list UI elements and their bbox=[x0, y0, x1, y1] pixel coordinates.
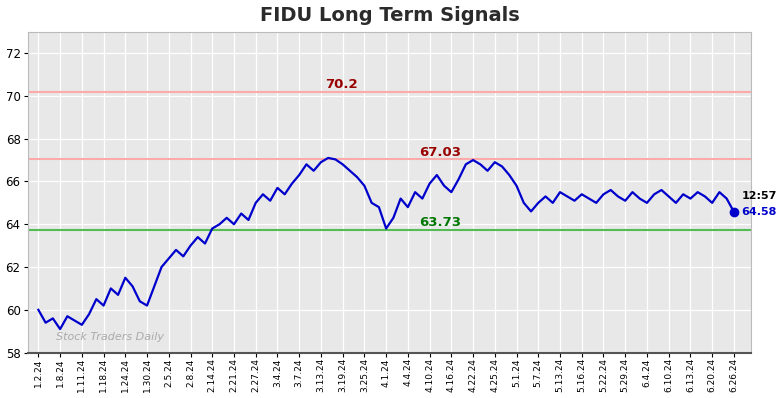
Text: 67.03: 67.03 bbox=[419, 146, 461, 158]
Text: 70.2: 70.2 bbox=[325, 78, 358, 91]
Text: 63.73: 63.73 bbox=[419, 216, 461, 229]
Text: 64.58: 64.58 bbox=[742, 207, 777, 217]
Text: Stock Traders Daily: Stock Traders Daily bbox=[56, 332, 164, 342]
Title: FIDU Long Term Signals: FIDU Long Term Signals bbox=[260, 6, 519, 25]
Text: 12:57: 12:57 bbox=[742, 191, 777, 201]
